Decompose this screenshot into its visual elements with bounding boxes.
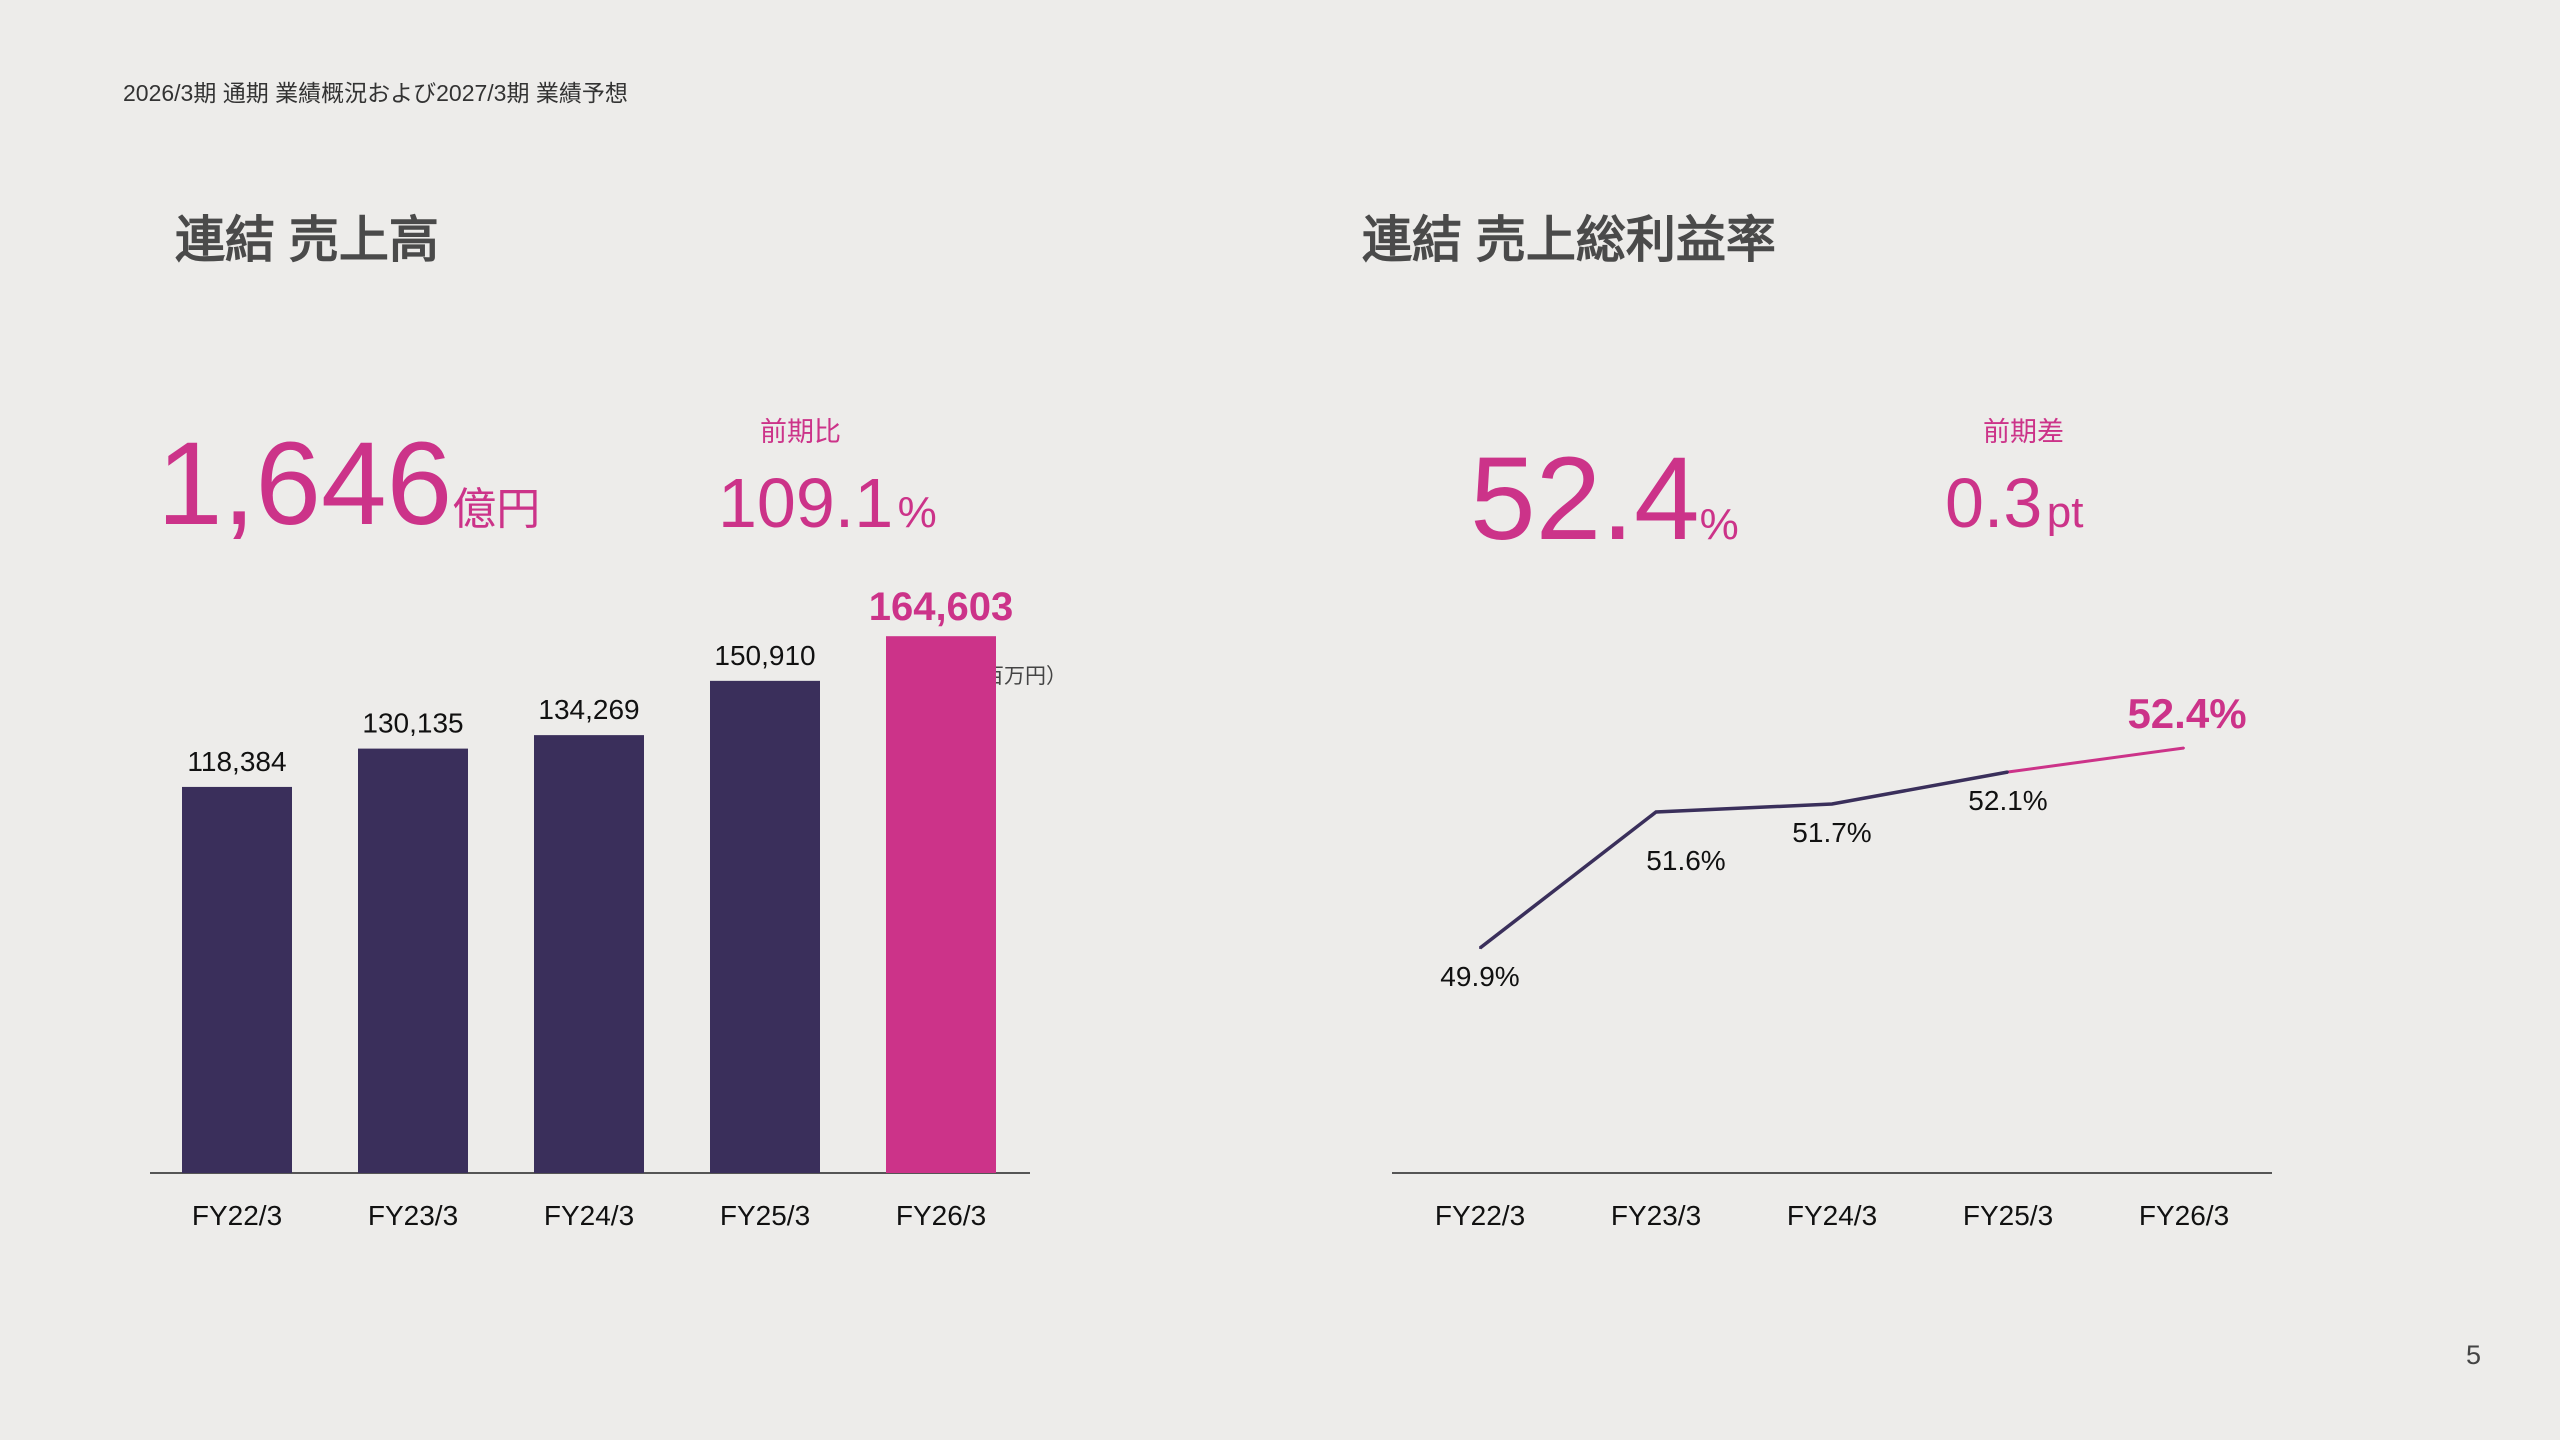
sales-kpi-unit: 億円 xyxy=(452,485,541,534)
sales-section-title: 連結 売上高 xyxy=(175,212,439,268)
bar-category-label: FY23/3 xyxy=(368,1200,458,1231)
margin-compare-label: 前期差 xyxy=(1983,417,2064,447)
bar-value-label: 150,910 xyxy=(714,640,815,671)
margin-point xyxy=(2007,771,2009,773)
margin-value-label: 51.6% xyxy=(1646,845,1725,876)
margin-value-label: 52.4% xyxy=(2127,690,2246,737)
bar-category-label: FY26/3 xyxy=(896,1200,986,1231)
margin-point xyxy=(1479,947,1481,949)
margin-value-label: 49.9% xyxy=(1440,961,1519,992)
line-category-label: FY26/3 xyxy=(2139,1200,2229,1231)
bar-category-label: FY24/3 xyxy=(544,1200,634,1231)
margin-point xyxy=(2183,747,2185,749)
margin-compare: 0.3 pt xyxy=(1945,468,2083,538)
bar-fy25-3 xyxy=(710,680,820,1173)
margin-value-label: 52.1% xyxy=(1968,785,2047,816)
margin-compare-value: 0.3 xyxy=(1945,464,2043,542)
margin-value-label: 51.7% xyxy=(1792,817,1871,848)
bar-category-label: FY22/3 xyxy=(192,1200,282,1231)
sales-compare-value: 109.1 xyxy=(718,464,894,542)
margin-line-latest-segment xyxy=(2007,746,2185,774)
bar-value-label: 130,135 xyxy=(362,708,463,739)
bar-category-label: FY25/3 xyxy=(720,1200,810,1231)
line-category-label: FY25/3 xyxy=(1963,1200,2053,1231)
line-category-label: FY22/3 xyxy=(1435,1200,1525,1231)
line-category-label: FY23/3 xyxy=(1611,1200,1701,1231)
bar-fy24-3 xyxy=(534,735,644,1173)
bar-fy26-3 xyxy=(886,636,996,1173)
sales-compare: 109.1 % xyxy=(718,468,937,538)
margin-point xyxy=(1831,803,1833,805)
sales-compare-unit: % xyxy=(897,488,937,537)
margin-kpi-value: 52.4 xyxy=(1470,433,1700,565)
sales-kpi: 1,646億円 xyxy=(157,425,540,543)
bar-value-label: 134,269 xyxy=(538,694,639,725)
page-number: 5 xyxy=(2466,1340,2482,1370)
margin-section-title: 連結 売上総利益率 xyxy=(1362,212,1776,268)
margin-line-series xyxy=(1478,770,2009,950)
bar-fy23-3 xyxy=(358,748,468,1173)
sales-kpi-value: 1,646 xyxy=(157,418,453,550)
header-title: 2026/3期 通期 業績概況および2027/3期 業績予想 xyxy=(123,80,628,106)
bar-value-label: 118,384 xyxy=(187,746,286,777)
line-category-label: FY24/3 xyxy=(1787,1200,1877,1231)
sales-compare-label: 前期比 xyxy=(760,417,841,447)
margin-compare-unit: pt xyxy=(2046,488,2084,537)
margin-kpi-unit: % xyxy=(1699,500,1739,549)
bar-fy22-3 xyxy=(182,786,292,1173)
margin-point xyxy=(1655,811,1657,813)
margin-kpi: 52.4% xyxy=(1470,440,1739,558)
bar-value-label: 164,603 xyxy=(869,585,1014,629)
